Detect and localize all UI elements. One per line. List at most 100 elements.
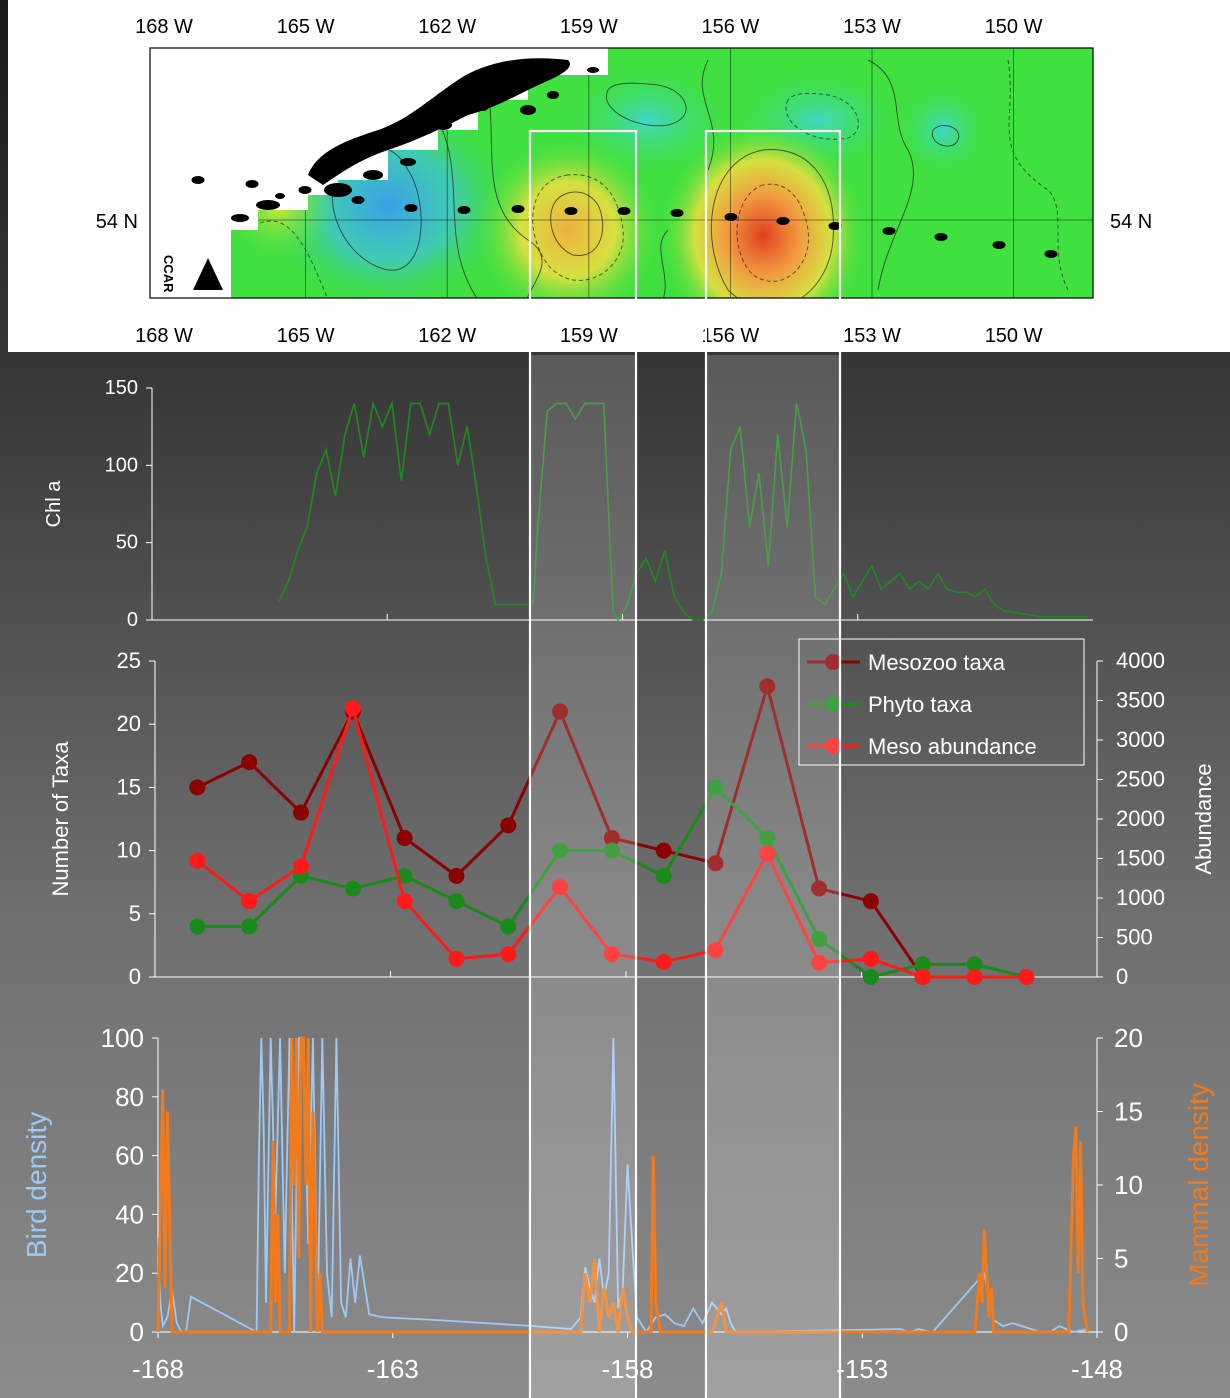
taxa-data-point bbox=[241, 893, 258, 910]
taxa-data-point bbox=[914, 956, 931, 973]
taxa-data-point bbox=[396, 867, 413, 884]
density-y-tick-label: 40 bbox=[115, 1199, 144, 1229]
taxa-panel: 0 5 10 15 20 25 0 500 1000 1500 2000 2500 3000 3500 40… bbox=[48, 638, 1216, 989]
island bbox=[520, 105, 536, 115]
taxa-data-point bbox=[655, 867, 672, 884]
taxa-data-point bbox=[293, 858, 310, 875]
density-y2-tick-label: 5 bbox=[1114, 1244, 1128, 1274]
sampling-station bbox=[191, 176, 205, 184]
contour-line bbox=[785, 92, 859, 140]
map-lon-label-bottom: 165 W bbox=[277, 325, 335, 347]
taxa-y-tick-label: 15 bbox=[117, 774, 141, 799]
density-panel: 0 20 40 60 80 100 0 5 10 15 20 -168 -163 -158 -153 -148… bbox=[21, 1023, 1214, 1384]
contour-line bbox=[1007, 59, 1069, 291]
chl-y-tick-label: 0 bbox=[127, 609, 138, 631]
chl-y-label: Chl a bbox=[43, 480, 65, 528]
taxa-data-point bbox=[448, 867, 465, 884]
taxa-data-point bbox=[655, 842, 672, 859]
highlight-box bbox=[528, 129, 638, 1398]
map-lon-label-bottom: 168 W bbox=[135, 325, 193, 347]
sst-map-panel: CCAR 168 W 168 W 165 W 165 W 162 W 162 W 159 W 1… bbox=[8, 0, 1230, 352]
density-y-tick-label: 80 bbox=[115, 1082, 144, 1112]
taxa-data-point bbox=[344, 880, 361, 897]
taxa-data-point bbox=[811, 931, 828, 948]
density-series-line bbox=[156, 1036, 1090, 1334]
chl-y-tick-label: 100 bbox=[105, 454, 138, 476]
density-y-tick-label: 20 bbox=[115, 1258, 144, 1288]
map-lon-label-top: 150 W bbox=[985, 16, 1043, 38]
taxa-data-point bbox=[500, 946, 517, 963]
legend-swatch-marker bbox=[825, 654, 841, 670]
map-lon-label-top: 165 W bbox=[277, 16, 335, 38]
density-y-tick-label: 60 bbox=[115, 1141, 144, 1171]
taxa-y-tick-label: 25 bbox=[117, 648, 141, 673]
taxa-y-tick-label: 5 bbox=[129, 901, 141, 926]
density-x-tick-label: -153 bbox=[836, 1354, 888, 1384]
taxa-data-point bbox=[811, 954, 828, 971]
taxa-data-point bbox=[603, 842, 620, 859]
map-field: CCAR bbox=[150, 48, 1093, 298]
island bbox=[587, 67, 599, 73]
taxa-y-label: Number of Taxa bbox=[48, 741, 73, 897]
taxa-y2-tick-label: 2000 bbox=[1116, 806, 1165, 831]
island bbox=[496, 88, 510, 96]
density-x-tick-label: -163 bbox=[367, 1354, 419, 1384]
taxa-y2-tick-label: 2500 bbox=[1116, 767, 1165, 792]
density-y2-tick-label: 0 bbox=[1114, 1317, 1128, 1347]
taxa-legend: Mesozoo taxa Phyto taxa Meso abundance bbox=[798, 638, 1085, 766]
sst-map: CCAR 168 W 168 W 165 W 165 W 162 W 162 W 159 W 1… bbox=[96, 16, 1153, 347]
contour-line bbox=[736, 183, 810, 282]
taxa-data-point bbox=[396, 829, 413, 846]
map-lat-label-left: 54 N bbox=[96, 211, 138, 233]
legend-label: Mesozoo taxa bbox=[868, 650, 1006, 675]
highlight-box bbox=[704, 129, 842, 1398]
map-lon-label-top: 159 W bbox=[560, 16, 618, 38]
taxa-y-tick-label: 0 bbox=[129, 964, 141, 989]
hot-anomaly bbox=[658, 120, 868, 298]
taxa-data-point bbox=[603, 946, 620, 963]
taxa-y2-tick-label: 1000 bbox=[1116, 885, 1165, 910]
island bbox=[547, 91, 559, 99]
island bbox=[434, 120, 452, 130]
taxa-data-point bbox=[759, 845, 776, 862]
taxa-data-point bbox=[707, 779, 724, 796]
contour-line bbox=[660, 229, 669, 298]
highlight-band bbox=[706, 355, 840, 1398]
island bbox=[363, 170, 383, 180]
map-lon-label-bottom: 159 W bbox=[560, 325, 618, 347]
legend-swatch-marker bbox=[825, 696, 841, 712]
island bbox=[256, 200, 280, 210]
chl-series-line bbox=[278, 400, 1089, 622]
contour-line bbox=[477, 59, 543, 298]
sampling-station bbox=[992, 241, 1006, 249]
contour-line bbox=[605, 82, 687, 127]
taxa-data-point bbox=[811, 880, 828, 897]
density-x-tick-label: -168 bbox=[132, 1354, 184, 1384]
taxa-data-point bbox=[293, 804, 310, 821]
density-x-tick-label: -148 bbox=[1071, 1354, 1123, 1384]
island bbox=[275, 193, 285, 199]
taxa-data-point bbox=[862, 950, 879, 967]
map-lon-label-bottom: 153 W bbox=[843, 325, 901, 347]
sampling-station bbox=[882, 227, 896, 235]
taxa-y2-tick-label: 0 bbox=[1116, 964, 1128, 989]
taxa-data-point bbox=[500, 817, 517, 834]
logo-mark bbox=[193, 258, 223, 290]
taxa-data-point bbox=[500, 918, 517, 935]
map-lon-label-top: 153 W bbox=[843, 16, 901, 38]
taxa-data-point bbox=[241, 918, 258, 935]
taxa-data-point bbox=[552, 703, 569, 720]
taxa-data-point bbox=[448, 950, 465, 967]
density-x-tick-label: -158 bbox=[601, 1354, 653, 1384]
sampling-station bbox=[351, 196, 365, 204]
taxa-y-tick-label: 20 bbox=[117, 711, 141, 736]
legend-frame bbox=[798, 638, 1085, 766]
taxa-data-point bbox=[189, 779, 206, 796]
sampling-station bbox=[776, 217, 790, 225]
chl-panel: 0 50 100 150 Chl a bbox=[43, 377, 1093, 631]
taxa-data-point bbox=[189, 918, 206, 935]
sampling-station bbox=[617, 207, 631, 215]
map-lon-label-bottom: 162 W bbox=[418, 325, 476, 347]
taxa-data-point bbox=[966, 969, 983, 985]
